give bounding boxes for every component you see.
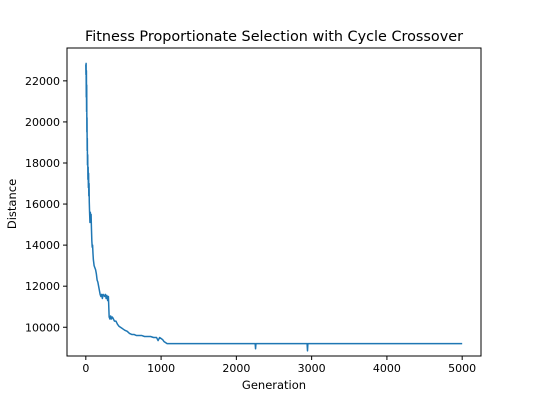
plot-frame — [66, 47, 482, 357]
x-tick-label: 0 — [82, 362, 89, 375]
y-axis-label: Distance — [5, 179, 19, 229]
x-tick-label: 1000 — [147, 362, 175, 375]
plot-series — [85, 62, 463, 352]
chart-title: Fitness Proportionate Selection with Cyc… — [85, 29, 463, 45]
y-tick-label: 14000 — [25, 239, 60, 252]
x-axis-label: Generation — [242, 378, 306, 392]
x-tick-label: 2000 — [222, 362, 250, 375]
x-tick-label: 3000 — [298, 362, 326, 375]
series-line — [85, 62, 463, 352]
y-axis-ticks: 10000 12000 14000 16000 18000 20000 22000 — [25, 75, 67, 334]
y-tick-label: 16000 — [25, 198, 60, 211]
y-tick-label: 20000 — [25, 116, 60, 129]
y-tick-label: 18000 — [25, 157, 60, 170]
y-tick-label: 12000 — [25, 280, 60, 293]
x-tick-label: 4000 — [373, 362, 401, 375]
x-tick-label: 5000 — [448, 362, 476, 375]
y-tick-label: 10000 — [25, 321, 60, 334]
x-axis-ticks: 0 1000 2000 3000 4000 5000 — [82, 356, 476, 375]
y-tick-label: 22000 — [25, 75, 60, 88]
